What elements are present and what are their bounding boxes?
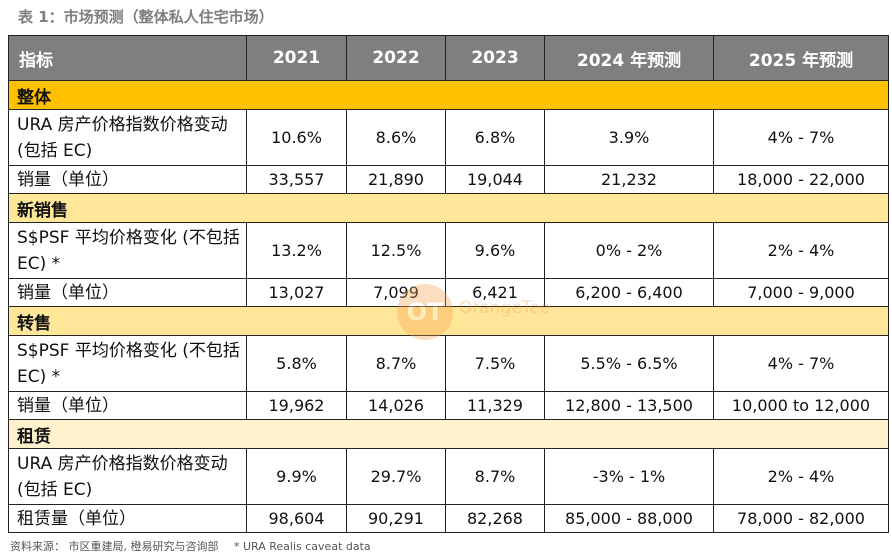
table-row: 销量（单位） 19,962 14,026 11,329 12,800 - 13,… [8,391,889,420]
row-label: URA 房产价格指数价格变动 (包括 EC) [8,109,247,166]
footer: 资料来源： 市区重建局, 橙易研究与咨询部 * URA Realis cavea… [10,538,383,554]
cell-2025: 4% - 7% [713,109,889,166]
cell-2022: 21,890 [346,165,446,194]
cell-2023: 6.8% [445,109,545,166]
cell-2025: 18,000 - 22,000 [713,165,889,194]
cell-2021: 19,962 [246,391,347,420]
cell-2021: 13.2% [246,222,347,279]
cell-2024: 85,000 - 88,000 [544,504,714,533]
cell-2021: 13,027 [246,278,347,307]
table-row: URA 房产价格指数价格变动 (包括 EC) 9.9% 29.7% 8.7% -… [8,448,889,505]
cell-2022: 8.6% [346,109,446,166]
table-row: 销量（单位） 33,557 21,890 19,044 21,232 18,00… [8,165,889,194]
cell-2022: 12.5% [346,222,446,279]
cell-2022: 90,291 [346,504,446,533]
cell-2023: 82,268 [445,504,545,533]
cell-2022: 8.7% [346,335,446,392]
cell-2021: 9.9% [246,448,347,505]
cell-2024: 0% - 2% [544,222,714,279]
header-2024-forecast: 2024 年预测 [544,35,714,81]
cell-2022: 14,026 [346,391,446,420]
cell-2024: 5.5% - 6.5% [544,335,714,392]
cell-2023: 7.5% [445,335,545,392]
cell-2025: 2% - 4% [713,222,889,279]
header-row: 指标 2021 2022 2023 2024 年预测 2025 年预测 [8,35,889,81]
section-row-rental: 租赁 [8,419,889,449]
cell-2023: 6,421 [445,278,545,307]
row-label: 销量（单位） [8,165,247,194]
forecast-table: 指标 2021 2022 2023 2024 年预测 2025 年预测 整体 U… [8,35,889,533]
header-2021: 2021 [246,35,347,81]
cell-2025: 2% - 4% [713,448,889,505]
cell-2022: 7,099 [346,278,446,307]
forecast-table-container: 指标 2021 2022 2023 2024 年预测 2025 年预测 整体 U… [8,35,889,533]
section-title: 新销售 [8,193,889,223]
table-row: 租赁量（单位） 98,604 90,291 82,268 85,000 - 88… [8,504,889,533]
section-row-resale: 转售 [8,306,889,336]
cell-2021: 98,604 [246,504,347,533]
footer-source: 资料来源： 市区重建局, 橙易研究与咨询部 [10,540,219,553]
header-2022: 2022 [346,35,446,81]
cell-2021: 33,557 [246,165,347,194]
cell-2025: 7,000 - 9,000 [713,278,889,307]
header-2025-forecast: 2025 年预测 [713,35,889,81]
cell-2022: 29.7% [346,448,446,505]
section-row-new-sales: 新销售 [8,193,889,223]
cell-2024: 12,800 - 13,500 [544,391,714,420]
cell-2025: 10,000 to 12,000 [713,391,889,420]
section-title: 整体 [8,80,889,110]
cell-2023: 8.7% [445,448,545,505]
cell-2021: 5.8% [246,335,347,392]
cell-2023: 11,329 [445,391,545,420]
row-label: 销量（单位） [8,278,247,307]
table-row: S$PSF 平均价格变化 (不包括 EC) * 13.2% 12.5% 9.6%… [8,222,889,279]
cell-2024: 21,232 [544,165,714,194]
row-label: 销量（单位） [8,391,247,420]
cell-2023: 19,044 [445,165,545,194]
cell-2024: -3% - 1% [544,448,714,505]
section-title: 转售 [8,306,889,336]
cell-2023: 9.6% [445,222,545,279]
table-row: 销量（单位） 13,027 7,099 6,421 6,200 - 6,400 … [8,278,889,307]
section-title: 租赁 [8,419,889,449]
row-label: S$PSF 平均价格变化 (不包括 EC) * [8,222,247,279]
cell-2024: 6,200 - 6,400 [544,278,714,307]
section-row-overall: 整体 [8,80,889,110]
table-row: S$PSF 平均价格变化 (不包括 EC) * 5.8% 8.7% 7.5% 5… [8,335,889,392]
cell-2025: 78,000 - 82,000 [713,504,889,533]
table-row: URA 房产价格指数价格变动 (包括 EC) 10.6% 8.6% 6.8% 3… [8,109,889,166]
table-title: 表 1：市场预测（整体私人住宅市场） [18,8,274,26]
row-label: 租赁量（单位） [8,504,247,533]
cell-2021: 10.6% [246,109,347,166]
row-label: URA 房产价格指数价格变动 (包括 EC) [8,448,247,505]
header-2023: 2023 [445,35,545,81]
cell-2024: 3.9% [544,109,714,166]
footer-note: * URA Realis caveat data [234,540,371,553]
row-label: S$PSF 平均价格变化 (不包括 EC) * [8,335,247,392]
header-indicator: 指标 [8,35,247,81]
cell-2025: 4% - 7% [713,335,889,392]
